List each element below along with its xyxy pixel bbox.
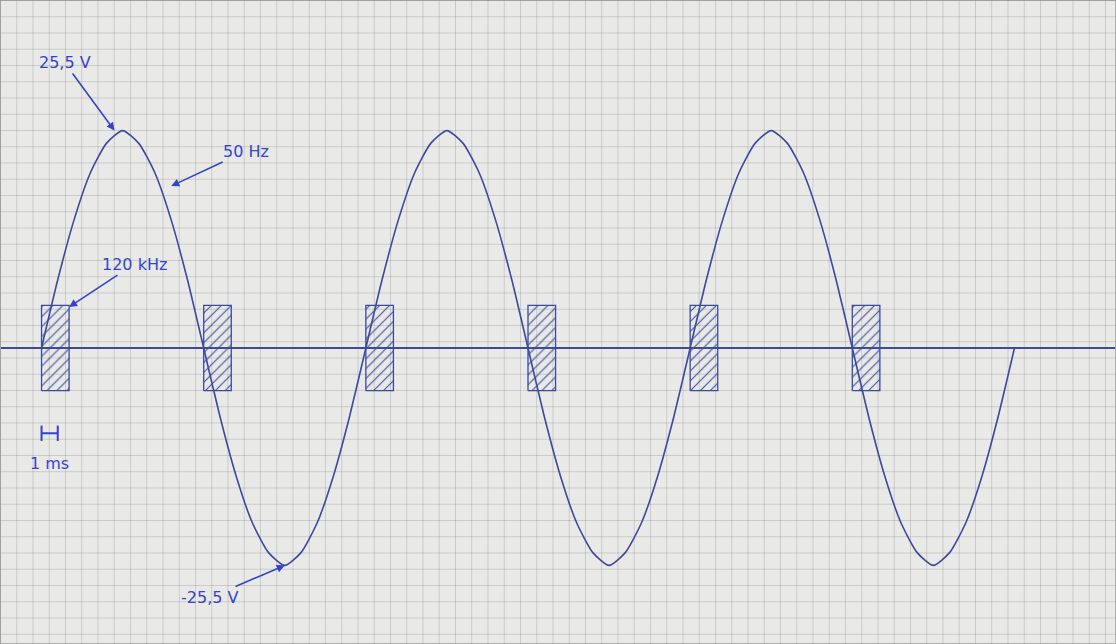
svg-text:-25,5 V: -25,5 V (181, 588, 238, 607)
svg-text:120 kHz: 120 kHz (102, 255, 167, 274)
svg-text:25,5 V: 25,5 V (39, 53, 91, 72)
svg-text:1 ms: 1 ms (30, 454, 69, 473)
svg-text:50 Hz: 50 Hz (223, 142, 269, 161)
